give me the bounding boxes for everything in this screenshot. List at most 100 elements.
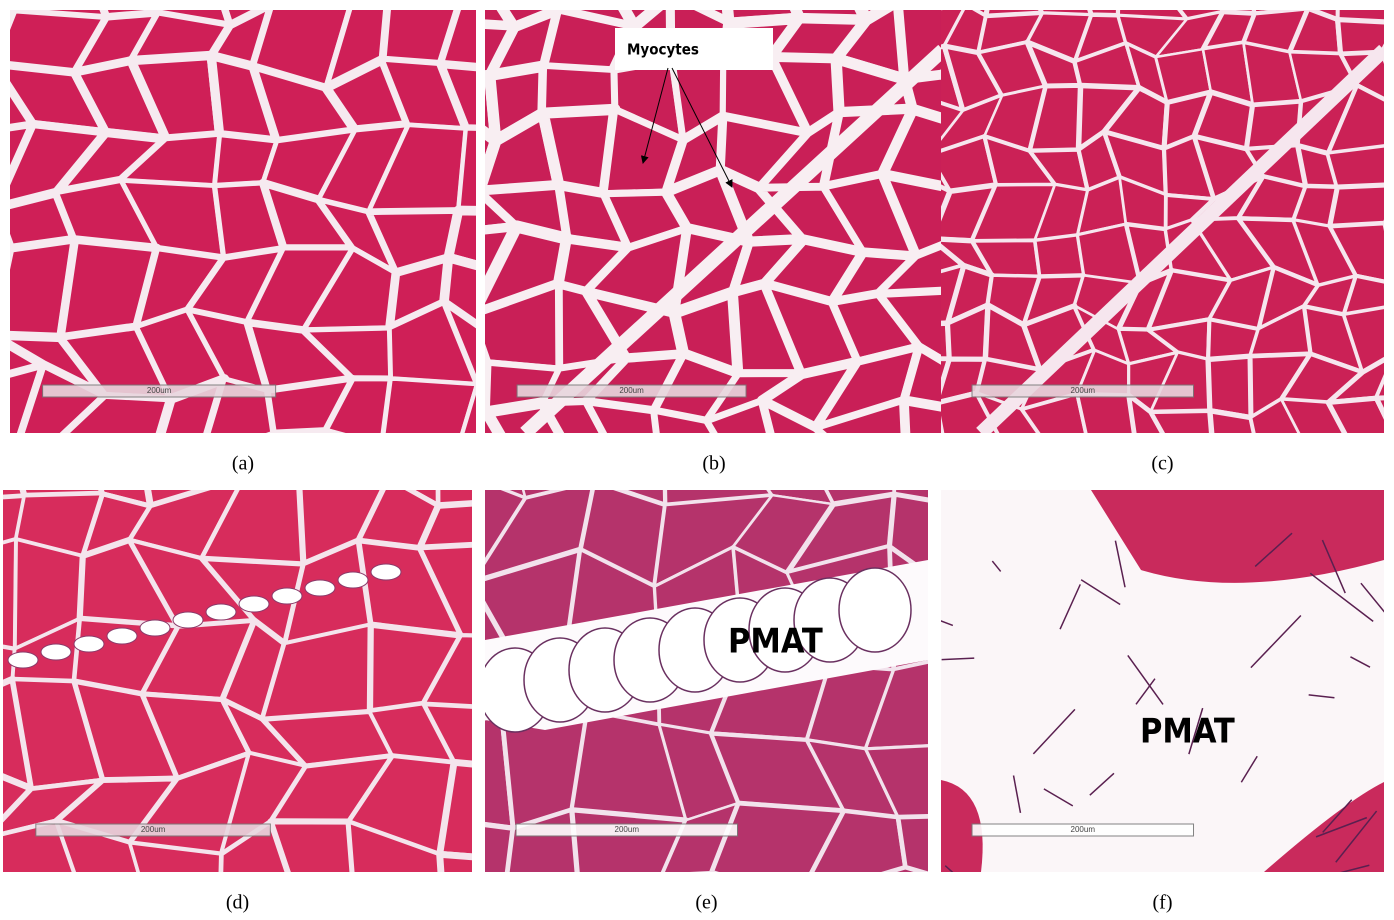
fiber (1126, 392, 1166, 433)
septum-line (1188, 707, 1204, 755)
scale-bar (971, 823, 1195, 837)
fiber (876, 103, 943, 192)
panel-label: (b) (702, 453, 725, 475)
micrograph (941, 10, 1394, 433)
fiber (456, 126, 476, 213)
fiber (1325, 395, 1384, 433)
fiber (267, 818, 356, 872)
septum (520, 44, 943, 433)
fiber (582, 397, 661, 433)
fat-droplet (337, 571, 369, 589)
septum-line (941, 620, 954, 627)
septum-line (1360, 582, 1384, 613)
fat-droplet (7, 651, 39, 669)
fiber (299, 427, 389, 478)
fiber (417, 542, 472, 639)
panel-label: (f) (1153, 892, 1173, 914)
fiber (1342, 305, 1384, 374)
fiber (60, 391, 175, 433)
micrograph (10, 0, 476, 433)
micrograph (485, 490, 928, 872)
fiber (1373, 395, 1384, 420)
arrow (671, 67, 733, 188)
fiber (416, 500, 472, 552)
fiber (421, 701, 472, 767)
fiber (1327, 221, 1384, 284)
fiber (895, 813, 928, 872)
fiber (332, 0, 388, 4)
fat-droplet (73, 635, 105, 653)
muscle-bottom (1264, 782, 1384, 872)
septum-line (991, 560, 1002, 572)
muscle-top (1091, 490, 1384, 583)
septum-line (1043, 788, 1074, 807)
fiber (709, 800, 847, 872)
fiber (441, 299, 476, 387)
septum-line (1135, 678, 1156, 705)
arrow (640, 67, 669, 164)
fiber (436, 758, 472, 861)
septum-line (1250, 614, 1302, 669)
fiber (436, 850, 472, 872)
fiber (703, 396, 774, 433)
fiber (128, 841, 224, 872)
micrograph (3, 427, 472, 872)
scale-bar (35, 823, 271, 837)
fiber (387, 300, 476, 387)
fiber (1383, 222, 1384, 224)
micrograph (485, 0, 976, 433)
fiber (757, 396, 829, 433)
septum-line (1335, 810, 1378, 863)
muscle-left (941, 780, 983, 872)
fiber (863, 744, 928, 819)
fiber (887, 491, 928, 577)
fiber (10, 236, 15, 253)
fat-droplet (304, 579, 336, 597)
septum-line (1340, 864, 1370, 872)
scale-bar (971, 384, 1195, 398)
septum-line (941, 657, 975, 661)
fat-droplet (370, 563, 402, 581)
septum-line (1322, 799, 1353, 833)
fiber (421, 633, 472, 709)
fiber (1386, 273, 1394, 307)
scale-bar-label: 200um (1071, 386, 1096, 395)
septum-line (1059, 584, 1081, 630)
fiber (1075, 391, 1136, 433)
fiber (893, 0, 976, 1)
septum-line (1315, 816, 1368, 838)
fat-droplet (205, 603, 237, 621)
septum-line (1114, 540, 1126, 588)
fat-droplet (172, 611, 204, 629)
septum-line (1321, 539, 1346, 594)
scale-bar (516, 384, 747, 398)
scale-bar (42, 384, 277, 398)
fiber (1341, 273, 1384, 317)
scale-bar-label: 200um (615, 825, 640, 834)
fiber (437, 10, 476, 71)
adipocyte (838, 567, 912, 653)
septum-line (1350, 656, 1371, 668)
fiber (1375, 377, 1384, 400)
septum-line (1240, 755, 1258, 783)
fiber (1249, 397, 1301, 433)
fiber (436, 59, 476, 133)
septum-line (1032, 708, 1076, 755)
fiber (10, 245, 14, 267)
fiber (874, 286, 943, 366)
fiber (1386, 307, 1394, 367)
fiber (898, 395, 943, 433)
fat-droplet (40, 643, 72, 661)
scale-bar-label: 200um (147, 386, 172, 395)
fiber (1326, 145, 1384, 189)
micrograph (941, 490, 1384, 872)
fiber (1325, 82, 1384, 156)
septum-line (1308, 694, 1335, 699)
fiber (662, 801, 740, 872)
fiber (650, 407, 718, 433)
fiber (1019, 391, 1088, 433)
fiber (812, 396, 909, 433)
panel-label: (e) (695, 892, 717, 914)
fat-droplet (238, 595, 270, 613)
